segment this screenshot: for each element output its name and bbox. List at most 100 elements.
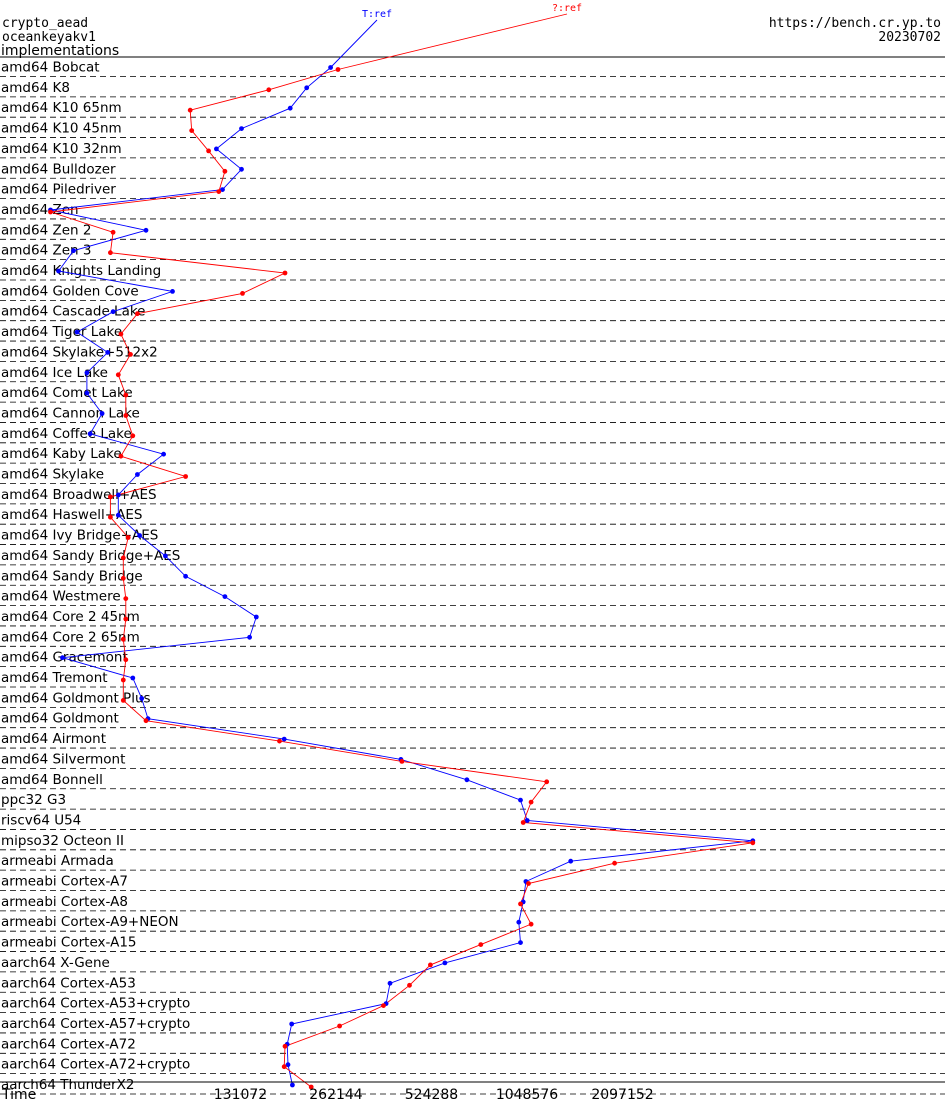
- data-point-unknown: [478, 942, 484, 947]
- data-point-unknown: [123, 616, 129, 622]
- data-point-ref: [143, 227, 149, 233]
- data-point-unknown: [750, 840, 756, 846]
- platform-label: amd64 Sandy Bridge+AES: [1, 548, 180, 564]
- data-point-unknown: [222, 168, 228, 174]
- platform-label: amd64 Haswell+AES: [1, 507, 142, 523]
- x-tick-label: 1048576: [496, 1087, 558, 1103]
- data-point-ref: [161, 451, 167, 457]
- platform-label: amd64 Bulldozer: [1, 161, 116, 177]
- data-point-unknown: [528, 921, 534, 927]
- data-point-ref: [115, 492, 121, 498]
- platform-label: amd64 K10 32nm: [1, 141, 122, 157]
- data-point-ref: [524, 818, 530, 823]
- data-point-ref: [84, 390, 90, 396]
- data-point-ref: [516, 919, 522, 925]
- data-point-unknown: [407, 982, 412, 988]
- platform-label: amd64 Comet Lake: [1, 385, 133, 401]
- platform-label: amd64 Tremont: [1, 670, 108, 686]
- data-point-unknown: [399, 759, 405, 764]
- platform-label: aarch64 Cortex-A53: [1, 975, 136, 991]
- series-line-ref: [50, 67, 753, 1086]
- platform-label: amd64 K10 65nm: [1, 100, 122, 116]
- data-point-ref: [87, 431, 93, 437]
- data-point-unknown: [108, 514, 113, 520]
- header-section: implementations: [1, 43, 119, 59]
- platform-label: aarch64 Cortex-A53+crypto: [1, 996, 190, 1012]
- data-point-unknown: [125, 535, 131, 540]
- data-point-unknown: [335, 67, 341, 72]
- data-point-ref: [387, 980, 393, 986]
- data-point-ref: [464, 777, 470, 783]
- data-point-unknown: [428, 962, 433, 968]
- data-point-unknown: [135, 311, 140, 317]
- data-point-ref: [137, 533, 143, 538]
- platform-label: amd64 Skylake: [1, 467, 104, 483]
- data-point-ref: [183, 573, 189, 579]
- platform-label: riscv64 U54: [1, 812, 81, 828]
- platform-label: amd64 Piledriver: [1, 182, 116, 198]
- header-implementation: oceankeyakv1: [2, 30, 96, 45]
- data-point-unknown: [110, 229, 116, 235]
- data-point-unknown: [206, 148, 212, 154]
- data-point-unknown: [282, 270, 288, 276]
- platform-label: armeabi Cortex-A7: [1, 874, 128, 890]
- data-point-ref: [214, 146, 219, 152]
- platform-label: aarch64 Cortex-A72+crypto: [1, 1057, 190, 1073]
- data-point-unknown: [123, 392, 129, 398]
- data-point-ref: [287, 105, 293, 111]
- platform-label: amd64 Silvermont: [1, 751, 125, 767]
- data-point-unknown: [183, 474, 189, 479]
- data-point-unknown: [337, 1023, 342, 1029]
- data-point-unknown: [123, 596, 129, 601]
- data-point-ref: [139, 696, 145, 701]
- platform-label: amd64 Coffee Lake: [1, 426, 132, 442]
- data-point-unknown: [108, 494, 113, 500]
- platform-label: amd64 Westmere: [1, 589, 121, 605]
- data-point-ref: [285, 1062, 291, 1068]
- data-point-ref: [220, 187, 225, 193]
- data-point-ref: [56, 268, 61, 274]
- x-tick-label: 524288: [405, 1087, 458, 1103]
- platform-label: aarch64 ThunderX2: [1, 1077, 134, 1093]
- data-point-unknown: [120, 698, 126, 703]
- x-tick-label: 2097152: [591, 1087, 653, 1103]
- data-point-unknown: [240, 291, 245, 296]
- platform-label: armeabi Cortex-A8: [1, 894, 128, 910]
- data-point-unknown: [266, 87, 272, 93]
- header-site: https://bench.cr.yp.to: [769, 16, 941, 31]
- header-primitive: crypto_aead: [2, 16, 88, 31]
- data-point-ref: [568, 858, 574, 864]
- data-point-unknown: [118, 331, 124, 337]
- platform-label: armeabi Cortex-A9+NEON: [1, 914, 179, 930]
- data-point-unknown: [308, 1084, 314, 1090]
- data-point-unknown: [143, 718, 149, 724]
- data-point-ref: [163, 553, 168, 559]
- platform-label: amd64 Ivy Bridge+AES: [1, 528, 158, 544]
- data-point-unknown: [281, 1064, 287, 1070]
- data-point-ref: [289, 1021, 295, 1027]
- platform-label: amd64 Goldmont Plus: [1, 690, 151, 706]
- series-leader-ref: [330, 19, 378, 68]
- data-point-unknown: [118, 453, 124, 459]
- platform-label: amd64 Knights Landing: [1, 263, 161, 279]
- data-point-ref: [290, 1082, 295, 1088]
- data-point-unknown: [120, 555, 126, 561]
- data-point-ref: [170, 289, 175, 294]
- data-point-unknown: [120, 636, 126, 642]
- data-point-ref: [60, 655, 65, 661]
- data-point-ref: [222, 594, 228, 599]
- platform-label: aarch64 Cortex-A72: [1, 1036, 136, 1052]
- platform-label: amd64 Cascade Lake: [1, 304, 146, 320]
- platform-label: amd64 Broadwell+AES: [1, 487, 157, 503]
- platform-label: amd64 Tiger Lake: [1, 324, 122, 340]
- platform-label: ppc32 G3: [1, 792, 66, 808]
- platform-label: aarch64 X-Gene: [1, 955, 110, 971]
- platform-label: aarch64 Cortex-A57+crypto: [1, 1016, 190, 1032]
- platform-label: amd64 Airmont: [1, 731, 106, 747]
- x-tick-label: 131072: [214, 1087, 267, 1103]
- data-point-unknown: [381, 1003, 386, 1008]
- header-date: 20230702: [878, 30, 941, 45]
- platform-label: amd64 Zen 2: [1, 222, 91, 238]
- data-point-unknown: [612, 860, 617, 866]
